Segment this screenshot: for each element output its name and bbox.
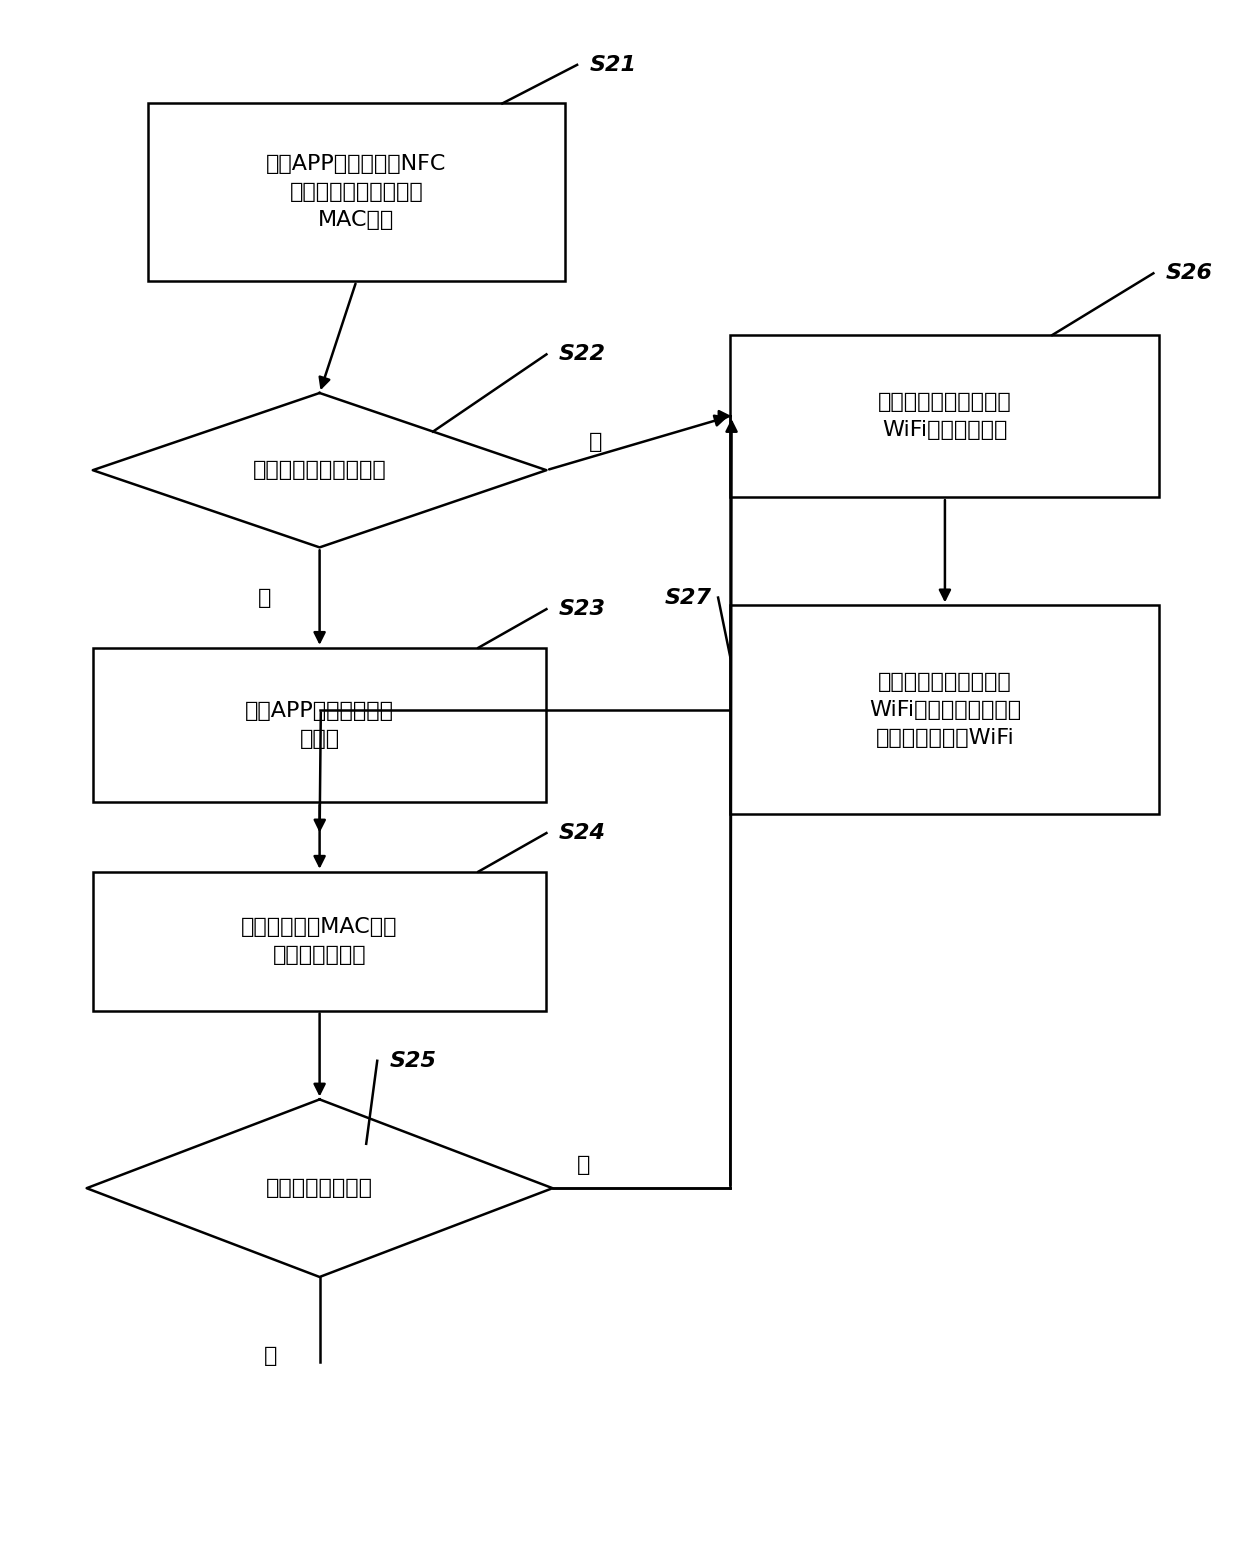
Polygon shape bbox=[93, 393, 547, 547]
Text: S24: S24 bbox=[559, 823, 605, 843]
Text: 通过获取到的MAC地址
连接电视机蓝牙: 通过获取到的MAC地址 连接电视机蓝牙 bbox=[242, 918, 398, 964]
Text: 否: 否 bbox=[264, 1346, 278, 1366]
Text: S26: S26 bbox=[1166, 263, 1213, 284]
Text: 否: 否 bbox=[258, 587, 272, 608]
Text: 是: 是 bbox=[577, 1154, 590, 1175]
Bar bbox=[730, 606, 1159, 813]
Text: S25: S25 bbox=[389, 1050, 436, 1070]
Text: S21: S21 bbox=[589, 55, 636, 75]
Text: 手机APP扫描电视机NFC
标签，获取电视机蓝牙
MAC地址: 手机APP扫描电视机NFC 标签，获取电视机蓝牙 MAC地址 bbox=[267, 154, 446, 231]
Text: 蓝牙是否连接成功: 蓝牙是否连接成功 bbox=[267, 1178, 373, 1198]
Bar bbox=[93, 871, 547, 1011]
Text: 手机通过蓝牙发送本机
WiFi信息至电视机: 手机通过蓝牙发送本机 WiFi信息至电视机 bbox=[878, 393, 1012, 439]
Text: 手机APP触发并打开手
机蓝牙: 手机APP触发并打开手 机蓝牙 bbox=[246, 701, 394, 749]
Text: 电视机解析手机发送的
WiFi配置信息以及连接
命令，连接手机WiFi: 电视机解析手机发送的 WiFi配置信息以及连接 命令，连接手机WiFi bbox=[869, 671, 1021, 748]
Text: S23: S23 bbox=[559, 600, 605, 619]
Text: S27: S27 bbox=[665, 587, 712, 608]
Bar bbox=[730, 335, 1159, 497]
Bar bbox=[93, 648, 547, 802]
Text: 是: 是 bbox=[589, 433, 603, 452]
Polygon shape bbox=[87, 1100, 553, 1278]
Bar bbox=[148, 103, 565, 280]
Text: S22: S22 bbox=[559, 344, 605, 365]
Text: 手机检测蓝牙是否打开: 手机检测蓝牙是否打开 bbox=[253, 460, 387, 480]
